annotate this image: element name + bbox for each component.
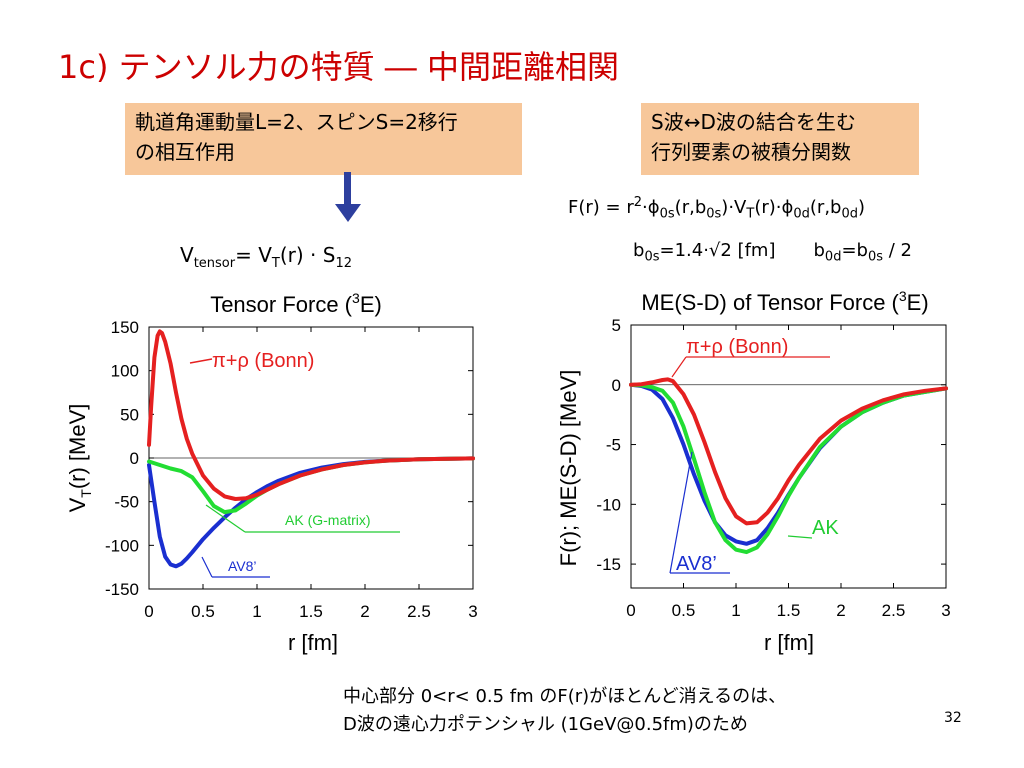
chart1-ytick-label: -10 xyxy=(596,495,621,514)
f-part7: ) xyxy=(858,197,866,218)
footnote-line1: 中心部分 0<r< 0.5 fm のF(r)がほとんど消えるのは、 xyxy=(343,686,787,707)
f-part6: (r,b xyxy=(809,197,842,218)
chart0-leader-ak xyxy=(205,504,246,533)
formula-vt-sub: T xyxy=(271,256,280,271)
page-number: 32 xyxy=(944,710,962,726)
b-parameters: b0s=1.4·√2 [fm] b0d=b0s / 2 xyxy=(633,240,912,265)
chart0-series-bonn xyxy=(147,329,475,501)
tensor-potential-formula: Vtensor= VT(r) · S12 xyxy=(180,243,352,271)
chart1-series-bonn xyxy=(629,377,948,526)
chart0-ytick-label: -150 xyxy=(105,580,139,599)
f-part4: )·V xyxy=(721,197,747,218)
chart1-ylabel: F(r); ME(S-D) [MeV] xyxy=(556,370,581,567)
f-sub4: 0d xyxy=(793,206,810,222)
chart0-xtick-label: 1.5 xyxy=(299,602,323,621)
box-right-line2: 行列要素の被積分関数 xyxy=(651,140,851,164)
chart1-frame xyxy=(630,324,947,589)
b0d-eq: =b xyxy=(841,240,868,261)
b0d-sub: 0d xyxy=(824,249,842,265)
box-left-line1: 軌道角運動量L=2、スピンS=2移行 xyxy=(135,110,458,134)
chart1-leader-bonn xyxy=(671,356,687,378)
b0d-sub2: 0s xyxy=(867,249,884,265)
me-sd-chart: ME(S-D) of Tensor Force (3E) 0 0.5 1 1.5 2 2.… xyxy=(556,288,951,655)
chart1-xtick-label: 1.5 xyxy=(777,601,801,620)
sd-coupling-box: S波↔D波の結合を生む 行列要素の被積分関数 xyxy=(641,103,919,175)
f-sub5: 0d xyxy=(841,206,858,222)
chart0-label-ak: AK (G-matrix) xyxy=(285,512,371,528)
chart1-leader-ak xyxy=(787,535,813,539)
chart0-xlabel: r [fm] xyxy=(288,630,338,655)
chart1-series-av8 xyxy=(629,382,948,546)
footnote: 中心部分 0<r< 0.5 fm のF(r)がほとんど消えるのは、 D波の遠心力… xyxy=(343,683,786,739)
chart1-xtick-label: 3 xyxy=(941,601,950,620)
formula-rest: (r) · S xyxy=(279,243,336,267)
chart0-xtick-label: 2 xyxy=(360,602,369,621)
chart1-label-av8: AV8’ xyxy=(676,553,717,575)
f-part2: ·ϕ xyxy=(642,197,660,218)
formula-v: V xyxy=(180,243,194,267)
chart0-ytick-label: -50 xyxy=(114,493,139,512)
chart1-xtick-label: 2.5 xyxy=(882,601,906,620)
chart1-series-ak xyxy=(629,382,948,555)
chart0-xtick-label: 2.5 xyxy=(407,602,431,621)
f-part5: (r)·ϕ xyxy=(754,197,794,218)
b0d-b: b xyxy=(813,240,825,261)
f-sub1: 0s xyxy=(659,206,675,222)
b0d-rest: / 2 xyxy=(883,240,912,261)
chart1-xtick-label: 1 xyxy=(731,601,740,620)
orbital-angular-momentum-box: 軌道角運動量L=2、スピンS=2移行 の相互作用 xyxy=(125,103,522,175)
formula-v-sub: tensor xyxy=(193,256,236,271)
chart0-label-bonn: π+ρ (Bonn) xyxy=(212,350,314,372)
chart1-ytick-label: -15 xyxy=(596,555,621,574)
chart1-xtick-label: 2 xyxy=(836,601,845,620)
b0s-value: =1.4·√2 [fm] xyxy=(659,240,776,261)
f-sub2: 0s xyxy=(706,206,722,222)
chart0-xtick-label: 3 xyxy=(468,602,477,621)
chart1-xtick-label: 0 xyxy=(626,601,635,620)
chart1-ytick-label: -5 xyxy=(606,436,621,455)
chart1-label-bonn: π+ρ (Bonn) xyxy=(686,336,788,358)
chart0-xtick-label: 0.5 xyxy=(191,602,215,621)
chart0-ytick-label: 50 xyxy=(120,405,139,424)
chart0-xtick-label: 0 xyxy=(144,602,153,621)
f-part3: (r,b xyxy=(674,197,707,218)
chart1-label-ak: AK xyxy=(812,517,839,539)
chart1-leader-av8 xyxy=(669,451,693,574)
chart0-ytick-label: 150 xyxy=(111,318,139,337)
chart1-xtick-label: 0.5 xyxy=(672,601,696,620)
chart1-xlabel: r [fm] xyxy=(764,630,814,655)
formula-eq: = V xyxy=(235,243,272,267)
b0s-sub: 0s xyxy=(644,249,660,265)
chart1-title: ME(S-D) of Tensor Force (3E) xyxy=(641,288,928,315)
tensor-force-chart: Tensor Force (3E) 0 0.5 1 1.5 2 2.5 3 150 100 50 0… xyxy=(65,290,478,655)
chart0-leader-av8 xyxy=(201,556,213,578)
chart0-ytick-label: 100 xyxy=(111,362,139,381)
page-title: 1c) テンソル力の特質 ― 中間距離相関 xyxy=(58,48,619,86)
box-right-line1: S波↔D波の結合を生む xyxy=(651,110,856,134)
integrand-formula: F(r) = r2·ϕ0s(r,b0s)·VT(r)·ϕ0d(r,b0d) xyxy=(568,195,865,222)
formula-s12-sub: 12 xyxy=(335,256,352,271)
chart0-ytick-label: 0 xyxy=(130,449,139,468)
f-sub3: T xyxy=(746,206,755,222)
chart0-label-av8: AV8’ xyxy=(228,558,257,574)
f-part1: F(r) = r xyxy=(568,197,634,218)
chart1-ytick-label: 0 xyxy=(612,376,621,395)
footnote-line2: D波の遠心力ポテンシャル (1GeV@0.5fm)のため xyxy=(343,714,748,735)
chart0-ytick-label: -100 xyxy=(105,536,139,555)
chart0-ylabel: VT(r) [MeV] xyxy=(65,404,94,513)
down-arrow-icon xyxy=(335,172,361,222)
chart0-leader-bonn xyxy=(189,358,213,364)
b0s-b: b xyxy=(633,240,645,261)
box-left-line2: の相互作用 xyxy=(135,140,235,164)
chart0-title: Tensor Force (3E) xyxy=(210,290,382,317)
chart0-xtick-label: 1 xyxy=(252,602,261,621)
chart1-ytick-label: 5 xyxy=(612,316,621,335)
f-sup: 2 xyxy=(633,195,643,210)
